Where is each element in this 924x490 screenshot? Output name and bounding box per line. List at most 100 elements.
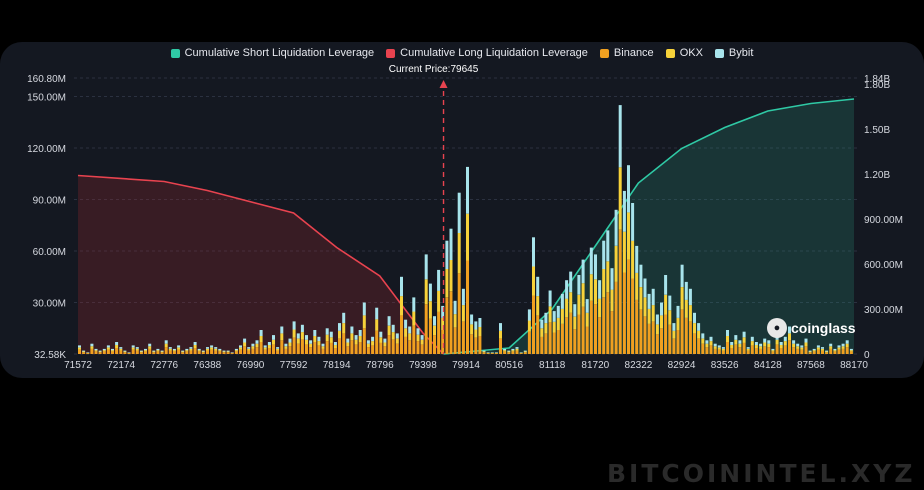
bar-bybit: [230, 352, 234, 353]
bar-bybit: [767, 340, 771, 344]
bar-bybit: [738, 340, 742, 344]
bar-okx: [177, 347, 181, 350]
bar-okx: [181, 351, 185, 353]
bar-binance: [243, 346, 247, 354]
bar-bybit: [499, 323, 502, 331]
bar-binance: [214, 350, 218, 354]
bar-bybit: [412, 297, 416, 312]
bar-okx: [746, 348, 750, 351]
bar-bybit: [106, 345, 110, 348]
x-tick-label: 83526: [711, 360, 739, 371]
bar-okx: [408, 333, 412, 341]
x-tick-label: 82322: [625, 360, 653, 371]
bar-okx: [329, 337, 333, 343]
bar-binance: [466, 260, 469, 354]
bar-binance: [569, 312, 573, 354]
bar-binance: [86, 353, 90, 354]
bar-okx: [825, 351, 829, 353]
bar-bybit: [234, 348, 238, 351]
bar-bybit: [135, 347, 139, 349]
bar-okx: [470, 324, 474, 335]
bar-bybit: [152, 350, 156, 352]
bar-okx: [152, 351, 156, 353]
bar-okx: [280, 333, 284, 341]
bar-binance: [816, 349, 820, 354]
bar-okx: [639, 287, 643, 310]
bar-binance: [796, 348, 800, 354]
bar-okx: [362, 315, 366, 329]
bar-binance: [783, 345, 787, 354]
x-tick-label: 80516: [495, 360, 523, 371]
bar-bybit: [705, 340, 709, 344]
legend-item-short[interactable]: Cumulative Short Liquidation Leverage: [170, 45, 374, 61]
bar-okx: [127, 352, 131, 354]
legend-item-okx[interactable]: OKX: [665, 45, 703, 61]
bar-bybit: [655, 314, 659, 325]
bar-bybit: [560, 293, 564, 309]
bar-binance: [424, 304, 428, 354]
legend-item-long[interactable]: Cumulative Long Liquidation Leverage: [386, 45, 588, 61]
y-left-tick-label: 120.00M: [27, 144, 66, 155]
bar-bybit: [144, 348, 147, 351]
bar-okx: [135, 348, 139, 351]
bar-bybit: [201, 350, 205, 352]
bar-binance: [181, 352, 185, 354]
bar-bybit: [428, 283, 432, 302]
bar-binance: [804, 346, 808, 354]
bar-bybit: [639, 264, 643, 287]
bar-binance: [135, 350, 139, 354]
bar-okx: [366, 343, 370, 348]
bar-binance: [680, 309, 684, 354]
bar-bybit: [317, 336, 321, 342]
bar-okx: [172, 350, 176, 352]
bar-okx: [375, 319, 379, 331]
bar-binance: [486, 353, 490, 354]
bar-binance: [230, 353, 234, 354]
bar-bybit: [139, 350, 143, 352]
bar-binance: [750, 345, 754, 354]
legend-label-binance: Binance: [613, 47, 654, 59]
bar-binance: [82, 352, 86, 354]
bar-bybit: [631, 203, 635, 241]
bar-bybit: [193, 342, 197, 345]
bar-okx: [400, 296, 403, 316]
bar-binance: [556, 330, 560, 354]
bar-binance: [499, 338, 502, 354]
bar-okx: [519, 352, 523, 354]
legend-swatch-bybit: [714, 48, 724, 58]
bar-bybit: [660, 302, 663, 316]
bar-bybit: [606, 230, 610, 262]
bar-okx: [680, 287, 684, 310]
bar-bybit: [515, 347, 519, 349]
bar-bybit: [395, 333, 399, 339]
bar-bybit: [433, 316, 436, 326]
bar-binance: [412, 325, 416, 354]
bar-okx: [201, 351, 205, 353]
bar-bybit: [453, 300, 457, 315]
bar-binance: [763, 346, 767, 354]
bar-binance: [544, 333, 548, 354]
bar-okx: [750, 341, 754, 346]
bar-okx: [243, 342, 247, 347]
bar-bybit: [812, 348, 816, 351]
bar-bybit: [321, 343, 325, 347]
legend-item-binance[interactable]: Binance: [599, 45, 654, 61]
bar-binance: [329, 342, 333, 354]
legend-item-bybit[interactable]: Bybit: [714, 45, 753, 61]
bar-okx: [197, 350, 201, 352]
bar-binance: [350, 340, 354, 354]
bar-bybit: [759, 343, 763, 347]
bar-okx: [837, 347, 841, 350]
bar-bybit: [569, 271, 573, 293]
bar-binance: [721, 350, 725, 354]
bar-bybit: [825, 350, 829, 352]
bar-okx: [767, 343, 771, 348]
bar-okx: [490, 352, 494, 354]
bar-okx: [156, 350, 160, 352]
bar-okx: [433, 325, 436, 336]
bar-bybit: [821, 347, 824, 349]
bar-bybit: [585, 299, 589, 313]
bar-binance: [280, 340, 284, 354]
bar-bybit: [565, 280, 569, 299]
